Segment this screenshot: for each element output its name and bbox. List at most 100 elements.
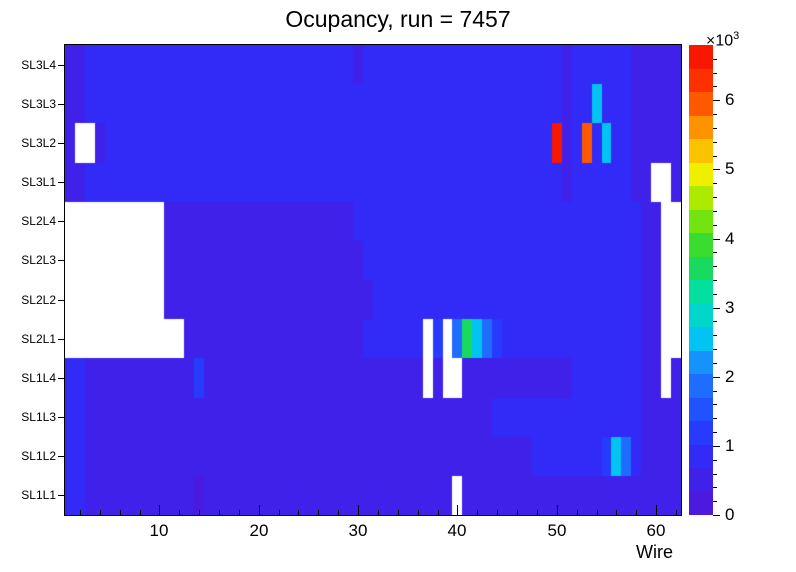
x-axis-minor-tick — [437, 510, 439, 515]
colorbar-minor-tick — [713, 349, 717, 350]
colorbar-minor-tick — [713, 294, 717, 295]
x-axis-title: Wire — [636, 542, 673, 562]
colorbar-minor-tick — [713, 391, 717, 392]
colorbar-tick — [713, 377, 720, 378]
x-axis-minor-tick — [576, 510, 578, 515]
colorbar — [689, 44, 713, 515]
colorbar-exponent-label: ×103 — [706, 30, 740, 50]
colorbar-tick — [713, 169, 720, 170]
colorbar-minor-tick — [713, 404, 717, 405]
colorbar-tick — [713, 308, 720, 309]
colorbar-minor-tick — [713, 225, 717, 226]
colorbar-band — [689, 185, 713, 210]
y-axis-label: SL3L3 — [21, 96, 56, 111]
y-axis-label: SL2L1 — [21, 331, 56, 346]
colorbar-minor-tick — [713, 460, 717, 461]
x-axis-minor-tick — [178, 510, 180, 515]
y-axis-label: SL1L3 — [21, 410, 56, 425]
x-axis-tick — [556, 505, 558, 515]
plot-title: Ocupancy, run = 7457 — [285, 6, 511, 32]
colorbar-minor-tick — [713, 280, 717, 281]
colorbar-minor-tick — [713, 487, 717, 488]
colorbar-band — [689, 68, 713, 92]
y-axis-label: SL2L2 — [21, 292, 56, 307]
colorbar-band — [689, 397, 713, 421]
heatmap-canvas — [65, 45, 681, 515]
y-axis-tick — [58, 104, 65, 105]
colorbar-minor-tick — [713, 321, 717, 322]
colorbar-minor-tick — [713, 363, 717, 364]
colorbar-minor-tick — [713, 474, 717, 475]
x-axis-minor-tick — [119, 510, 121, 515]
colorbar-tick-label: 1 — [725, 436, 735, 455]
x-axis-tick-label: 20 — [249, 521, 269, 540]
y-axis-label: SL3L2 — [21, 135, 56, 150]
x-axis-tick — [357, 505, 359, 515]
y-axis-tick — [58, 339, 65, 340]
colorbar-band — [689, 373, 713, 398]
y-axis-tick — [58, 417, 65, 418]
x-axis-tick-label: 10 — [149, 521, 169, 540]
colorbar-exponent-sup: 3 — [733, 30, 740, 42]
colorbar-band — [689, 256, 713, 280]
colorbar-band — [689, 420, 713, 445]
x-axis-tick-label: 50 — [547, 521, 567, 540]
y-axis-label: SL1L2 — [21, 449, 56, 464]
x-axis-tick — [258, 505, 260, 515]
colorbar-band — [689, 209, 713, 233]
colorbar-band — [689, 326, 713, 351]
y-axis-label: SL2L3 — [21, 253, 56, 268]
y-axis-tick — [58, 221, 65, 222]
colorbar-band — [689, 44, 713, 69]
colorbar-tick-label: 5 — [725, 159, 735, 178]
colorbar-tick — [713, 515, 720, 516]
colorbar-band — [689, 467, 713, 492]
y-axis-tick — [58, 65, 65, 66]
colorbar-minor-tick — [713, 252, 717, 253]
y-axis-label: SL1L1 — [21, 488, 56, 503]
x-axis-minor-tick — [99, 510, 101, 515]
x-axis-minor-tick — [238, 510, 240, 515]
y-axis-label: SL3L1 — [21, 175, 56, 190]
colorbar-tick — [713, 239, 720, 240]
colorbar-tick-label: 4 — [725, 229, 735, 248]
x-axis-minor-tick — [297, 510, 299, 515]
x-axis-minor-tick — [417, 510, 419, 515]
y-axis-label: SL3L4 — [21, 57, 56, 72]
x-axis-minor-tick — [596, 510, 598, 515]
colorbar-minor-tick — [713, 73, 717, 74]
colorbar-minor-tick — [713, 432, 717, 433]
colorbar-minor-tick — [713, 59, 717, 60]
x-axis-tick — [456, 505, 458, 515]
colorbar-band — [689, 350, 713, 374]
colorbar-band — [689, 115, 713, 139]
colorbar-tick — [713, 100, 720, 101]
y-axis-tick — [58, 456, 65, 457]
colorbar-tick — [713, 446, 720, 447]
x-axis-minor-tick — [635, 510, 637, 515]
x-axis-minor-tick — [675, 510, 677, 515]
x-axis-minor-tick — [397, 510, 399, 515]
x-axis-minor-tick — [79, 510, 81, 515]
y-axis-tick — [58, 260, 65, 261]
colorbar-tick-label: 6 — [725, 90, 735, 109]
x-axis-tick-label: 60 — [646, 521, 666, 540]
x-axis-minor-tick — [615, 510, 617, 515]
x-axis-tick-label: 30 — [348, 521, 368, 540]
colorbar-band — [689, 138, 713, 163]
x-axis-minor-tick — [317, 510, 319, 515]
colorbar-minor-tick — [713, 501, 717, 502]
colorbar-tick-label: 3 — [725, 298, 735, 317]
colorbar-band — [689, 444, 713, 468]
colorbar-minor-tick — [713, 266, 717, 267]
colorbar-minor-tick — [713, 86, 717, 87]
colorbar-band — [689, 162, 713, 186]
colorbar-band — [689, 303, 713, 327]
colorbar-minor-tick — [713, 142, 717, 143]
x-axis-minor-tick — [218, 510, 220, 515]
y-axis-tick — [58, 378, 65, 379]
colorbar-tick-label: 2 — [725, 367, 735, 386]
x-axis-minor-tick — [377, 510, 379, 515]
x-axis-tick — [158, 505, 160, 515]
